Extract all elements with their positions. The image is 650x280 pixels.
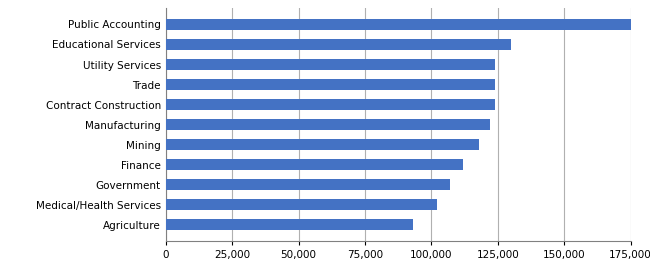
Bar (166, 59, 495, 70)
Bar (166, 199, 437, 210)
Bar (166, 159, 463, 170)
Bar (166, 99, 495, 110)
Bar (166, 179, 450, 190)
Bar (166, 119, 489, 130)
Bar (166, 219, 413, 230)
Bar (166, 19, 630, 30)
Bar (166, 79, 495, 90)
Bar (166, 139, 479, 150)
Bar (166, 39, 511, 50)
